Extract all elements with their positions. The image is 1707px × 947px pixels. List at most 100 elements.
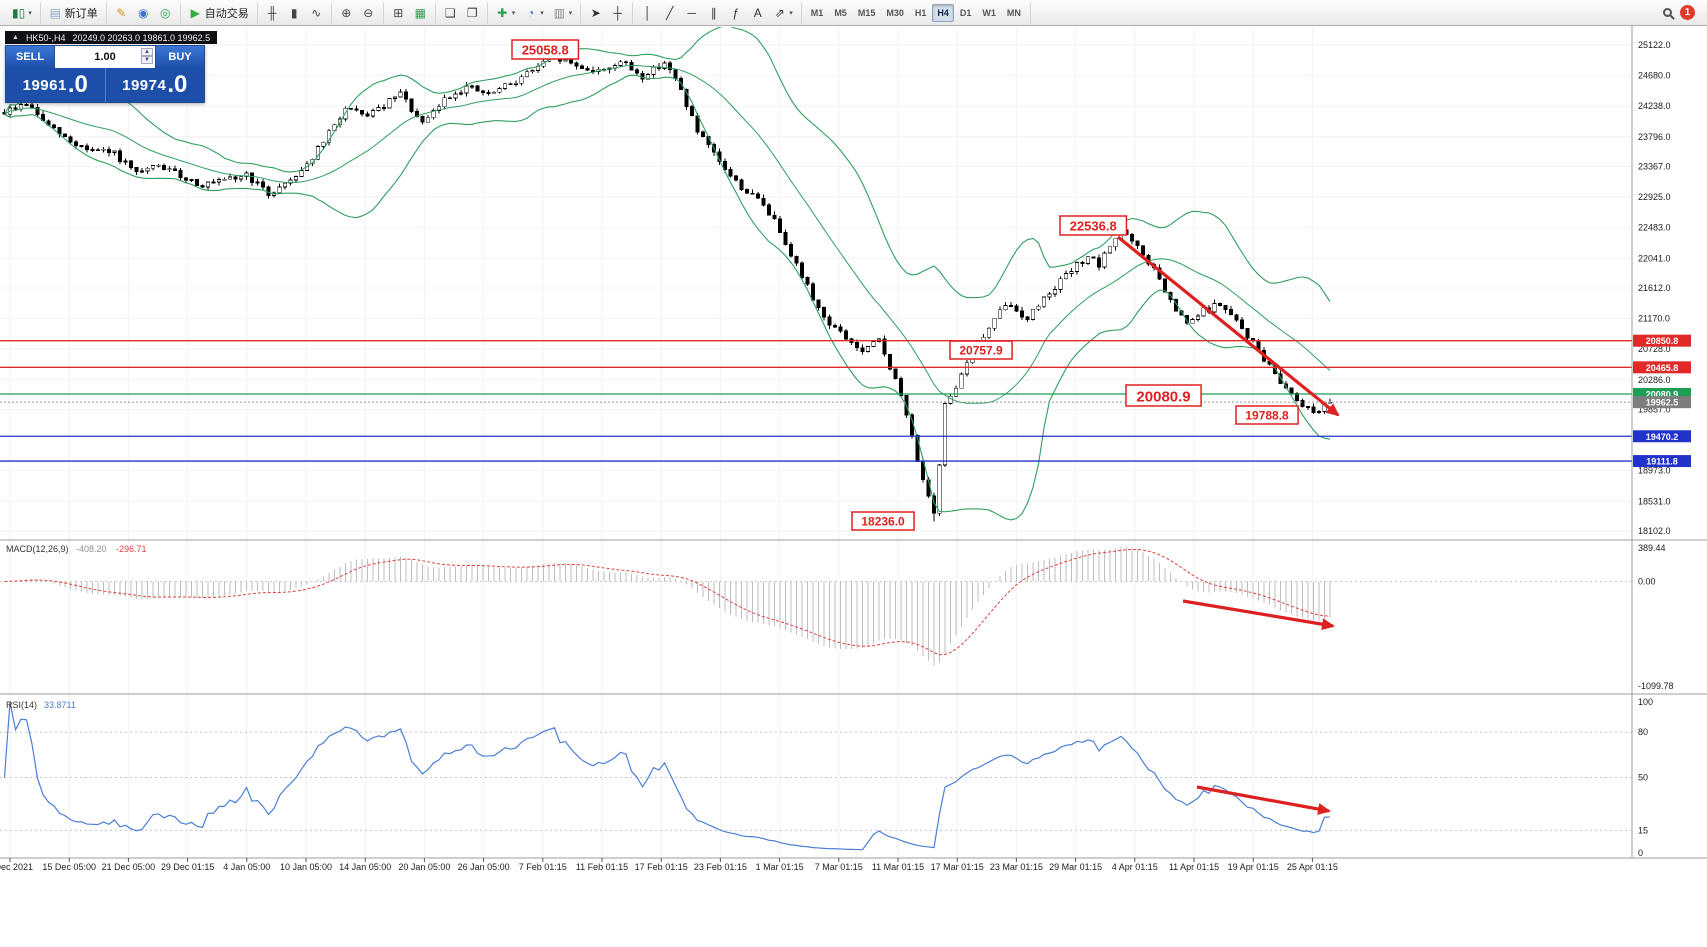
fibonacci-button[interactable]: ƒ <box>725 3 746 23</box>
price-chart[interactable]: 25122.0 24680.0 24238.0 23796.0 23367.0 22925… <box>0 26 1707 947</box>
annotation-20757.9[interactable] <box>949 340 1013 360</box>
horizontal-line-button[interactable]: ─ <box>681 3 702 23</box>
timeframe-m15[interactable]: M15 <box>857 7 876 18</box>
arrows-tool-button[interactable]: ⇗ ▾ <box>769 3 797 23</box>
svg-text:19857.0: 19857.0 <box>1638 404 1671 414</box>
rsi-trend-arrow[interactable] <box>1196 785 1331 815</box>
annotation-25058.8[interactable] <box>511 39 580 60</box>
auto-arrange-button[interactable]: ▦ <box>410 3 431 23</box>
timeframe-m1[interactable]: M1 <box>810 7 824 18</box>
svg-text:0: 0 <box>1638 848 1643 858</box>
svg-text:10 Jan 05:00: 10 Jan 05:00 <box>280 862 332 872</box>
new-chart-icon: ▮▯ <box>12 5 26 20</box>
svg-text:17 Feb 01:15: 17 Feb 01:15 <box>635 862 688 872</box>
timeframe-h4[interactable]: H4 <box>932 3 954 22</box>
panel-separators <box>0 26 1707 859</box>
line-chart-button[interactable]: ∿ <box>306 3 327 23</box>
svg-text:19962.5: 19962.5 <box>1646 398 1679 408</box>
trendline-button[interactable]: ╱ <box>659 3 680 23</box>
one-click-trading-panel: SELL 1.00 ▲ ▼ BUY 19961 .0 19974 .0 <box>5 45 205 103</box>
lot-stepper[interactable]: ▲ ▼ <box>141 48 153 64</box>
price-axis: 25122.0 24680.0 24238.0 23796.0 23367.0 22925… <box>1633 40 1691 858</box>
caret-down-icon: ▾ <box>511 9 516 17</box>
collapse-triangle-icon[interactable]: ▲ <box>12 34 19 41</box>
metaeditor-button[interactable]: ✎ <box>111 3 132 23</box>
timeframe-mn[interactable]: MN <box>1006 7 1021 18</box>
annotation-18236.0[interactable] <box>851 511 915 531</box>
new-chart-button[interactable]: ▮▯ ▾ <box>8 3 36 23</box>
buy-price-button[interactable]: 19974 .0 <box>104 68 205 102</box>
stepper-up-icon[interactable]: ▲ <box>141 48 153 56</box>
timeframe-h1[interactable]: H1 <box>914 7 927 18</box>
notification-badge[interactable]: 1 <box>1680 5 1695 20</box>
toolbar: ▮▯ ▾ ▤ 新订单 ✎ ◉ ◎ ▶ 自动交易 ╫ ▮ ∿ ⊕ ⊖ ⊞ ▦ ❏ ❐ ✚ ▾ ◔ ▾ ▥ ▾ ➤ ┼ │ ╱ ─ ∥ ƒ A ⇗ ▾… <box>0 0 1707 26</box>
stepper-down-icon[interactable]: ▼ <box>141 56 153 64</box>
buy-price-int: 19974 <box>122 76 167 94</box>
svg-text:25058.8: 25058.8 <box>522 43 569 58</box>
templates-icon: ▥ <box>553 5 565 20</box>
new-order-button[interactable]: ▤ 新订单 <box>45 3 102 23</box>
buy-price-frac: .0 <box>167 71 188 98</box>
cursor-button[interactable]: ➤ <box>585 3 606 23</box>
lot-size-input[interactable]: 1.00 ▲ ▼ <box>54 46 156 68</box>
zoom-out-button[interactable]: ⊖ <box>358 3 379 23</box>
bollinger-upper-band <box>4 27 1331 303</box>
profiles-button[interactable]: ◉ <box>133 3 154 23</box>
sell-price-button[interactable]: 19961 .0 <box>6 68 105 102</box>
caret-down-icon: ▾ <box>568 9 573 17</box>
vertical-line-button[interactable]: │ <box>637 3 658 23</box>
templates-button[interactable]: ▥ ▾ <box>549 3 577 23</box>
search-icon[interactable] <box>1663 8 1672 17</box>
svg-text:18531.0: 18531.0 <box>1638 496 1671 506</box>
crosshair-button[interactable]: ┼ <box>607 3 628 23</box>
timeframe-group: M1 M5 M15 M30 H1 H4 D1 W1 MN <box>802 1 1031 24</box>
toolbar-group: ▤ 新订单 <box>41 1 107 24</box>
toolbar-group: ✎ ◉ ◎ <box>107 1 181 24</box>
sell-price-int: 19961 <box>22 76 67 94</box>
autotrading-icon: ▶ <box>190 5 200 20</box>
bar-chart-button[interactable]: ╫ <box>262 3 283 23</box>
windows-cascade-button[interactable]: ❏ <box>440 3 461 23</box>
sell-button[interactable]: SELL <box>6 46 54 68</box>
annotation-19788.8[interactable] <box>1235 405 1299 425</box>
data-window-button[interactable]: ❐ <box>462 3 483 23</box>
indicators-button[interactable]: ✚ ▾ <box>492 3 520 23</box>
timeframe-m30[interactable]: M30 <box>886 7 904 18</box>
channel-button[interactable]: ∥ <box>703 3 724 23</box>
macd-trend-arrow[interactable] <box>1182 599 1335 631</box>
new-order-icon: ▤ <box>49 5 61 20</box>
candlestick-chart-button[interactable]: ▮ <box>284 3 305 23</box>
timeframe-m5[interactable]: M5 <box>834 7 847 18</box>
svg-text:7 Mar 01:15: 7 Mar 01:15 <box>815 862 863 872</box>
bar-chart-icon: ╫ <box>267 5 277 20</box>
market-watch-button[interactable]: ◎ <box>155 3 176 23</box>
auto-arrange-icon: ▦ <box>414 5 426 20</box>
chart-title-bar: ▲ HK50-,H4 20249.0 20263.0 19861.0 19962… <box>5 31 218 44</box>
toolbar-group: ❏ ❐ <box>436 1 488 24</box>
tile-windows-button[interactable]: ⊞ <box>388 3 409 23</box>
price-trend-arrow[interactable] <box>1116 235 1340 417</box>
indicators-icon: ✚ <box>497 5 508 20</box>
toolbar-group: ╫ ▮ ∿ <box>258 1 332 24</box>
annotation-22536.8[interactable] <box>1059 215 1128 236</box>
svg-text:23796.0: 23796.0 <box>1638 132 1671 142</box>
autotrading-button[interactable]: ▶ 自动交易 <box>185 3 253 23</box>
toolbar-group: ▮▯ ▾ <box>4 1 41 24</box>
buy-button[interactable]: BUY <box>156 46 204 68</box>
bollinger-lower-band <box>4 74 1331 521</box>
zoom-in-icon: ⊕ <box>341 5 352 20</box>
svg-text:23367.0: 23367.0 <box>1638 161 1671 171</box>
text-button[interactable]: A <box>747 3 768 23</box>
periods-button[interactable]: ◔ ▾ <box>520 3 548 23</box>
timeframe-d1[interactable]: D1 <box>959 7 972 18</box>
metaeditor-icon: ✎ <box>116 5 127 20</box>
svg-text:15: 15 <box>1638 825 1648 835</box>
zoom-in-button[interactable]: ⊕ <box>336 3 357 23</box>
timeframe-w1[interactable]: W1 <box>982 7 996 18</box>
annotation-20080.9[interactable] <box>1125 384 1202 407</box>
chart-region: 25122.0 24680.0 24238.0 23796.0 23367.0 22925… <box>0 26 1707 947</box>
svg-text:14 Jan 05:00: 14 Jan 05:00 <box>339 862 391 872</box>
svg-text:22925.0: 22925.0 <box>1638 192 1671 202</box>
svg-text:23 Mar 01:15: 23 Mar 01:15 <box>990 862 1043 872</box>
windows-cascade-icon: ❏ <box>444 5 456 20</box>
